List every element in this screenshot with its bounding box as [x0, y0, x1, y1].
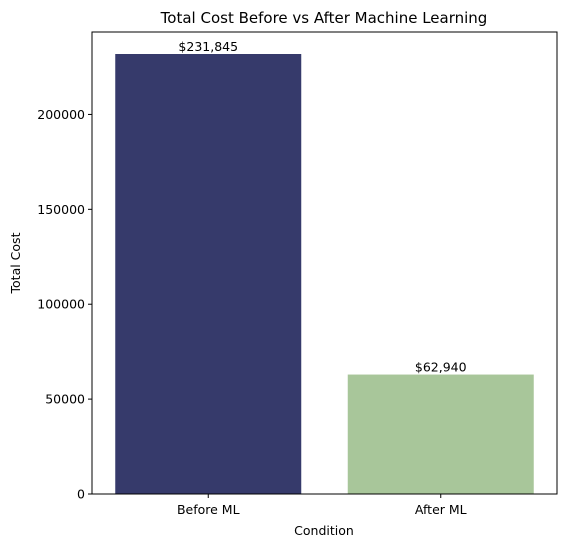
bars-group — [115, 53, 534, 495]
data-label: $62,940 — [415, 360, 467, 375]
x-tick-label: Before ML — [177, 502, 240, 517]
bar-after-ml — [347, 374, 534, 494]
data-label: $231,845 — [178, 39, 238, 54]
y-axis: 0 50000 100000 150000 200000 — [37, 107, 92, 502]
y-tick-label: 200000 — [37, 107, 85, 122]
x-tick-label: After ML — [415, 502, 467, 517]
y-tick-label: 100000 — [37, 297, 85, 312]
data-labels-group: $231,845 $62,940 — [178, 39, 466, 375]
plot-frame — [91, 31, 558, 495]
y-tick-label: 50000 — [45, 392, 85, 407]
y-tick-label: 0 — [77, 487, 85, 502]
x-axis: Before ML After ML — [177, 494, 467, 517]
chart-title: Total Cost Before vs After Machine Learn… — [160, 9, 488, 27]
y-tick-label: 150000 — [37, 202, 85, 217]
x-axis-label: Condition — [294, 523, 354, 538]
bar-before-ml — [115, 53, 302, 495]
y-axis-label: Total Cost — [8, 232, 23, 294]
